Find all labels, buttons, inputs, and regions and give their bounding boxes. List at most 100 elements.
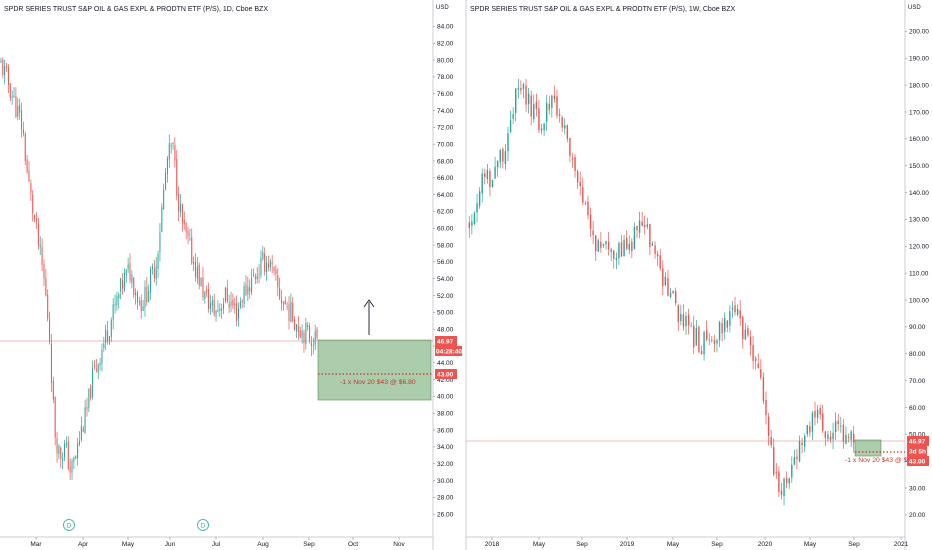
svg-text:May: May	[533, 541, 546, 548]
daily-candles	[0, 57, 318, 481]
candle	[122, 273, 124, 295]
candle	[476, 194, 478, 223]
candle	[793, 449, 796, 466]
candle	[105, 324, 107, 350]
candle	[237, 302, 240, 327]
candle	[303, 329, 305, 353]
candle	[695, 320, 698, 346]
candle	[172, 141, 174, 150]
svg-text:62.00: 62.00	[437, 209, 454, 216]
candle	[28, 161, 30, 182]
weekly-profit-zone[interactable]	[854, 439, 882, 457]
candle	[251, 268, 253, 296]
svg-text:80.00: 80.00	[909, 351, 926, 358]
y-tick: 78.00	[433, 74, 454, 81]
candle	[525, 78, 527, 113]
svg-text:34.00: 34.00	[437, 444, 454, 451]
candle	[294, 316, 296, 331]
up-arrow-icon[interactable]	[363, 299, 375, 335]
candle	[159, 223, 161, 262]
daily-profit-zone[interactable]	[317, 339, 432, 401]
daily-chart-title: SPDR SERIES TRUST S&P OIL & GAS EXPL & P…	[4, 6, 268, 13]
candle	[232, 293, 234, 310]
dividend-marker-1[interactable]: D	[63, 519, 75, 531]
candle	[625, 230, 628, 251]
candle	[638, 211, 641, 239]
candle	[739, 300, 741, 327]
candle	[628, 235, 630, 255]
candle	[579, 171, 581, 196]
candle	[742, 315, 744, 349]
y-tick: 84.00	[433, 24, 454, 31]
svg-text:170.00: 170.00	[909, 109, 929, 116]
svg-text:30.00: 30.00	[909, 485, 926, 492]
y-tick: 80.00	[905, 351, 926, 358]
y-tick: 74.00	[433, 108, 454, 115]
x-tick: Sep	[576, 537, 588, 548]
candle	[95, 359, 97, 373]
candle	[517, 78, 520, 99]
svg-text:60.00: 60.00	[909, 405, 926, 412]
candle	[561, 115, 563, 132]
candle	[806, 424, 808, 437]
candle	[515, 87, 517, 122]
dividend-marker-2[interactable]: D	[197, 519, 209, 531]
y-tick: 50.00	[433, 310, 454, 317]
candle	[602, 243, 605, 248]
candle	[208, 282, 210, 313]
candle	[533, 94, 535, 123]
candle	[615, 252, 618, 270]
candle	[545, 95, 548, 131]
candle	[292, 296, 294, 323]
svg-text:32.00: 32.00	[437, 461, 454, 468]
candle	[669, 287, 672, 299]
y-tick: 30.00	[905, 485, 926, 492]
svg-text:38.00: 38.00	[437, 411, 454, 418]
y-tick: 100.00	[905, 297, 929, 304]
y-tick: 32.00	[433, 461, 454, 468]
candle	[67, 436, 69, 471]
candle	[142, 299, 144, 311]
svg-text:Jun: Jun	[165, 541, 176, 548]
svg-text:42.00: 42.00	[437, 377, 454, 384]
svg-text:Mar: Mar	[30, 541, 42, 548]
svg-text:43.00: 43.00	[909, 459, 926, 466]
y-tick: 30.00	[433, 478, 454, 485]
svg-text:May: May	[122, 541, 135, 548]
candle	[484, 168, 486, 185]
candle	[597, 238, 599, 252]
candle	[747, 325, 749, 338]
candle	[307, 321, 309, 331]
svg-text:140.00: 140.00	[909, 190, 929, 197]
candle	[811, 410, 814, 441]
candle	[19, 98, 21, 120]
x-tick: Sep	[848, 537, 860, 548]
candle	[284, 296, 286, 305]
candle	[847, 433, 850, 443]
svg-text:3d 5h: 3d 5h	[909, 449, 926, 456]
candle	[651, 241, 654, 246]
daily-x-axis-ticks: Mar Apr May Jun Jul Aug Sep Oct Nov	[30, 537, 406, 548]
candle	[22, 121, 24, 137]
candle	[62, 452, 64, 470]
candle	[273, 266, 275, 276]
x-tick: May	[533, 537, 546, 548]
candle	[605, 240, 607, 250]
candle	[829, 430, 832, 444]
svg-text:44.00: 44.00	[437, 360, 454, 367]
candle	[281, 289, 283, 311]
candle	[783, 477, 785, 506]
svg-text:110.00: 110.00	[909, 270, 929, 277]
candle	[37, 217, 39, 250]
candle	[726, 320, 728, 333]
candle	[316, 327, 318, 341]
candle	[223, 297, 225, 314]
candle	[181, 203, 183, 232]
svg-text:May: May	[667, 541, 680, 548]
weekly-chart-title: SPDR SERIES TRUST S&P OIL & GAS EXPL & P…	[470, 6, 735, 13]
svg-text:82.00: 82.00	[437, 41, 454, 48]
y-tick: 70.00	[905, 378, 926, 385]
candle	[215, 309, 217, 322]
candle	[219, 303, 221, 317]
candle	[736, 304, 739, 317]
